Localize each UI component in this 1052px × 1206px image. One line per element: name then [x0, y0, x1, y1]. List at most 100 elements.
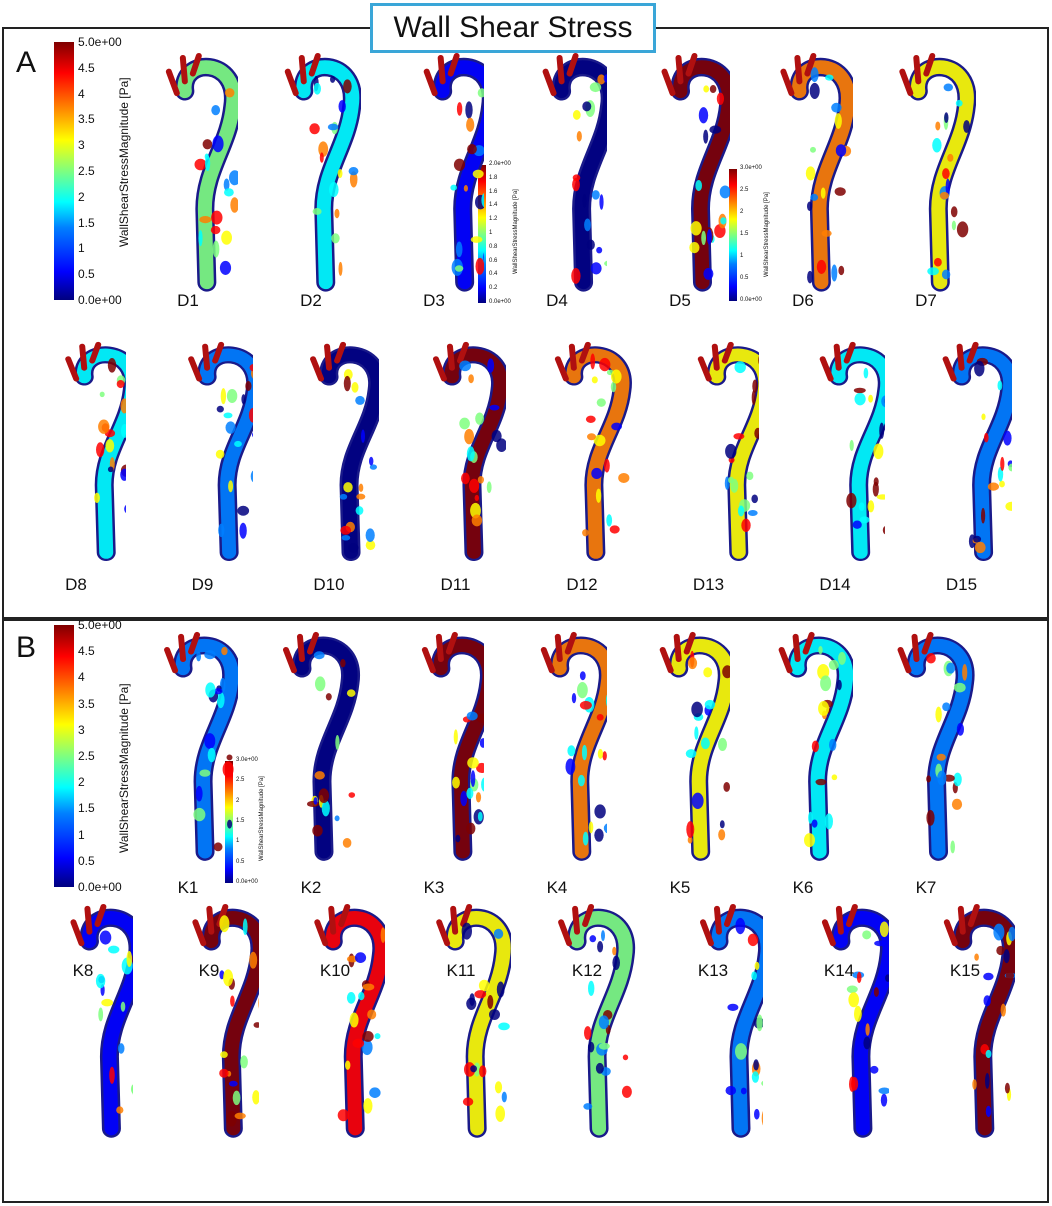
colorbar-tick-label: 1.5 — [78, 801, 95, 816]
aorta-wss-model — [785, 341, 885, 566]
aorta-wss-model — [138, 52, 238, 297]
colorbar-b-gradient — [54, 625, 74, 887]
inset-colorbar-tick-label: 0.8 — [489, 243, 498, 250]
model-label: K14 — [823, 961, 855, 980]
colorbar-tick-label: 2 — [78, 775, 85, 790]
aorta-wss-model — [159, 903, 259, 1143]
inset-colorbar-tick-label: 3.0e+00 — [740, 165, 762, 171]
aorta-wss-model — [630, 52, 730, 297]
model-label: K2 — [300, 878, 322, 897]
inset-colorbar-tick-label: 1.5 — [236, 818, 245, 824]
inset-colorbar-tick-label: 0.5 — [740, 275, 749, 281]
model-label: D11 — [440, 575, 471, 594]
aorta-wss-model — [261, 52, 361, 297]
model-label: D13 — [692, 575, 725, 594]
model-label: D5 — [669, 291, 691, 310]
inset-colorbar-tick-label: 3.0e+00 — [236, 757, 258, 763]
inset-colorbar-tick-label: 0.0e+00 — [740, 297, 762, 303]
model-label: D15 — [945, 575, 978, 594]
model-label: D4 — [546, 291, 568, 310]
model-label: D6 — [792, 291, 814, 310]
inset-colorbar-tick-label: 0.2 — [489, 285, 498, 292]
aorta-wss-model — [406, 341, 506, 566]
colorbar-tick-label: 4 — [78, 670, 85, 685]
inset-colorbar-tick-label: 1.2 — [489, 216, 498, 223]
colorbar-tick-label: 4 — [78, 86, 85, 101]
colorbar-tick-label: 3.5 — [78, 696, 95, 711]
aorta-wss-model — [659, 341, 759, 566]
aorta-wss-model — [912, 341, 1012, 566]
aorta-wss-model — [279, 341, 379, 566]
model-label: D12 — [566, 575, 598, 594]
aorta-wss-model — [261, 631, 361, 866]
model-label: K10 — [319, 961, 351, 980]
inset-colorbar-tick-label: 2 — [740, 209, 744, 215]
colorbar-tick-label: 5.0e+00 — [78, 35, 122, 49]
inset-colorbar-tick-label: 1 — [740, 253, 744, 259]
colorbar-b-title: WallShearStressMagnitude [Pa] — [117, 683, 131, 853]
inset-colorbar-tick-label: 1 — [236, 838, 240, 845]
colorbar-tick-label: 5.0e+00 — [78, 618, 122, 632]
aorta-wss-model — [384, 52, 484, 297]
panel-letter-b: B — [16, 631, 37, 664]
model-label: K9 — [198, 961, 220, 980]
panel-letter-a: A — [16, 46, 37, 79]
inset-colorbar-tick-label: 0.0e+00 — [236, 879, 258, 885]
inset-colorbar-d5-gradient — [729, 169, 737, 301]
aorta-wss-model — [507, 52, 607, 297]
inset-colorbar-tick-label: 1.5 — [740, 231, 749, 237]
model-label: K5 — [669, 878, 691, 897]
inset-colorbar-tick-label: 0.6 — [489, 257, 498, 264]
model-label: K13 — [697, 961, 729, 980]
model-label: K11 — [446, 961, 476, 980]
colorbar-tick-label: 1.5 — [78, 215, 95, 230]
model-label: K1 — [177, 878, 199, 897]
model-label: D8 — [65, 575, 87, 594]
inset-colorbar-tick-label: 2.0e+00 — [489, 161, 511, 167]
model-label: K7 — [915, 878, 937, 897]
inset-colorbar-tick-label: 1.8 — [489, 174, 498, 181]
aorta-wss-model — [411, 903, 511, 1143]
inset-colorbar-tick-label: 2 — [236, 797, 240, 804]
aorta-wss-model — [663, 903, 763, 1143]
panel-b: B 5.0e+00 4.5 4 3.5 3 2.5 2 1.5 1 0.5 0.0e+00 Wall… — [2, 618, 1049, 1203]
inset-colorbar-tick-label: 1.6 — [489, 188, 498, 195]
colorbar-tick-label: 1 — [78, 241, 85, 256]
colorbar-tick-label: 0.0e+00 — [78, 880, 122, 894]
model-label: D10 — [313, 575, 345, 594]
figure-title: Wall Shear Stress — [393, 11, 633, 44]
aorta-wss-model — [915, 903, 1015, 1143]
inset-colorbar-tick-label: 0.4 — [489, 271, 498, 278]
aorta-wss-model — [33, 903, 133, 1143]
inset-colorbar-tick-label: 2.5 — [236, 777, 245, 784]
aorta-wss-model — [384, 631, 484, 866]
model-label: D1 — [177, 291, 199, 310]
aorta-wss-model — [507, 631, 607, 866]
colorbar-a-title: WallShearStressMagnitude [Pa] — [117, 77, 131, 247]
model-label: D9 — [191, 575, 214, 594]
aorta-wss-model — [138, 631, 238, 866]
model-label: K15 — [949, 961, 981, 980]
colorbar-tick-label: 0.5 — [78, 853, 95, 868]
aorta-wss-model — [285, 903, 385, 1143]
colorbar-tick-label: 3 — [78, 138, 85, 153]
aorta-wss-model — [630, 631, 730, 866]
colorbar-a-gradient — [54, 42, 74, 300]
aorta-wss-model — [876, 52, 976, 297]
model-label: D3 — [423, 291, 445, 310]
model-label: K12 — [571, 961, 603, 980]
colorbar-tick-label: 0.0e+00 — [78, 293, 122, 307]
aorta-wss-model — [753, 52, 853, 297]
colorbar-tick-label: 3.5 — [78, 112, 95, 127]
aorta-wss-model — [153, 341, 253, 566]
colorbar-tick-label: 2 — [78, 189, 85, 204]
inset-colorbar-tick-label: 0.0e+00 — [489, 299, 511, 305]
colorbar-tick-label: 1 — [78, 827, 85, 842]
model-label: D2 — [300, 291, 322, 310]
model-label: D7 — [915, 291, 937, 310]
inset-colorbar-tick-label: 1.4 — [489, 202, 498, 209]
model-label: K6 — [792, 878, 814, 897]
inset-colorbar-tick-label: 1 — [489, 230, 493, 236]
colorbar-tick-label: 3 — [78, 722, 85, 737]
model-label: K8 — [72, 961, 94, 980]
